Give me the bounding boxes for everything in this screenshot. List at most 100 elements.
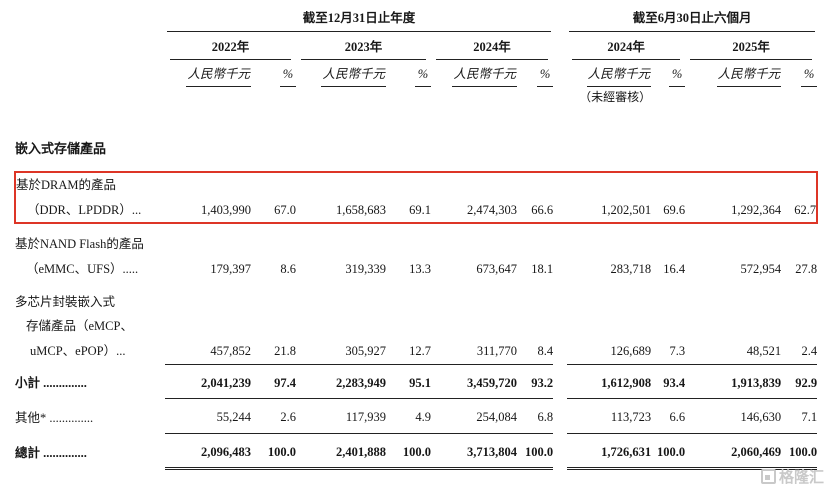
value-cell: 69.1 [386, 197, 431, 225]
value-cell: 100.0 [251, 433, 296, 471]
value-cell: 3,459,720 [431, 363, 517, 400]
value-cell: 21.8 [274, 343, 296, 358]
percent-header: % [280, 60, 296, 87]
row-others: 其他* .............. 55,244 2.6 117,939 4.… [15, 398, 818, 434]
section-title: 嵌入式存儲產品 [15, 140, 107, 156]
value-cell: 254,084 [431, 398, 517, 434]
value-cell: 2,041,239 [165, 363, 251, 400]
value-cell: 7.3 [669, 343, 686, 358]
value-cell: 6.6 [651, 398, 686, 434]
watermark: 格隆汇 [760, 466, 824, 487]
period-title-annual: 截至12月31日止年度 [167, 6, 552, 32]
value-cell: 6.8 [517, 398, 554, 434]
value-cell: 113,723 [567, 398, 652, 434]
value-cell: 1,403,990 [165, 197, 251, 225]
value-cell: 283,718 [610, 262, 652, 276]
year-header-2025-interim: 2025年 [690, 32, 813, 61]
row-label: （DDR、LPDDR）... [14, 197, 165, 225]
section-header-row: 嵌入式存儲產品 [15, 105, 817, 172]
value-cell: 3,713,804 [431, 433, 517, 471]
unit-header: 人民幣千元 [452, 60, 517, 87]
value-cell: 1,292,364 [685, 197, 782, 225]
percent-header: % [415, 60, 431, 87]
row-total: 總計 .............. 2,096,483 100.0 2,401,… [15, 433, 818, 471]
value-cell: 117,939 [296, 398, 386, 434]
percent-header: % [537, 60, 554, 87]
value-cell: 18.1 [531, 262, 554, 276]
value-cell: 1,726,631 [567, 433, 652, 471]
value-cell: 2.4 [801, 343, 818, 358]
value-cell: 8.6 [280, 262, 296, 276]
value-cell: 2,283,949 [296, 363, 386, 400]
row-label: 基於NAND Flash的產品 [15, 237, 144, 252]
value-cell: 1,913,839 [685, 363, 782, 400]
value-cell: 126,689 [610, 343, 652, 358]
value-cell: 100.0 [651, 433, 686, 471]
value-cell: 92.9 [781, 363, 818, 400]
row-dram-values: （DDR、LPDDR）... 1,403,990 67.0 1,658,683 … [14, 197, 819, 225]
value-cell: 457,852 [210, 343, 251, 358]
unit-header-row: 人民幣千元 % 人民幣千元 % 人民幣千元 % 人民幣千元 % 人民幣千元 % [15, 60, 818, 87]
row-label: 多芯片封裝嵌入式 [15, 294, 116, 309]
value-cell: 67.0 [251, 197, 296, 225]
value-cell: 1,612,908 [567, 363, 652, 400]
value-cell: 100.0 [386, 433, 431, 471]
value-cell: 146,630 [685, 398, 782, 434]
value-cell: 311,770 [476, 343, 517, 358]
value-cell: 1,202,501 [567, 197, 652, 225]
value-cell: 2.6 [251, 398, 296, 434]
value-cell: 2,401,888 [296, 433, 386, 471]
value-cell: 93.4 [651, 363, 686, 400]
value-cell: 13.3 [409, 262, 431, 276]
value-cell: 319,339 [345, 262, 386, 276]
percent-header: % [801, 60, 818, 87]
value-cell: 673,647 [476, 262, 517, 276]
row-dram-label: 基於DRAM的產品 [14, 171, 819, 198]
value-cell: 4.9 [386, 398, 431, 434]
value-cell: 16.4 [663, 262, 686, 276]
value-cell: 572,954 [740, 262, 782, 276]
row-label: 存儲產品（eMCP、 [26, 319, 133, 334]
value-cell: 55,244 [165, 398, 251, 434]
unit-header: 人民幣千元 [321, 60, 386, 87]
watermark-text: 格隆汇 [778, 469, 824, 486]
unaudited-note: （未經審核） [579, 89, 652, 104]
value-cell: 8.4 [537, 343, 554, 358]
row-nand-label: 基於NAND Flash的產品 [15, 223, 817, 257]
value-cell: 93.2 [517, 363, 554, 400]
value-cell: 100.0 [517, 433, 554, 471]
row-mcp-label-2: 存儲產品（eMCP、 [15, 314, 817, 339]
row-label: uMCP、ePOP）... [30, 344, 126, 359]
value-cell: 2,060,469 [685, 433, 782, 471]
year-header-2024-interim: 2024年 [572, 32, 681, 61]
value-cell: 69.6 [651, 197, 686, 225]
value-cell: 1,658,683 [296, 197, 386, 225]
value-cell: 62.7 [781, 197, 819, 225]
value-cell: 97.4 [251, 363, 296, 400]
unit-header: 人民幣千元 [186, 60, 251, 87]
value-cell: 100.0 [781, 433, 818, 471]
unit-header: 人民幣千元 [716, 60, 782, 87]
period-header-row: 截至12月31日止年度 截至6月30日止六個月 [15, 6, 817, 32]
unit-header: 人民幣千元 [586, 60, 652, 87]
value-cell: 2,474,303 [431, 197, 517, 225]
value-cell: 305,927 [345, 343, 386, 358]
value-cell: 95.1 [386, 363, 431, 400]
percent-header: % [669, 60, 686, 87]
row-nand-values: （eMMC、UFS）..... 179,397 8.6 319,339 13.3… [15, 257, 817, 282]
year-header-row: 2022年 2023年 2024年 2024年 2025年 [15, 32, 817, 61]
row-subtotal: 小計 .............. 2,041,239 97.4 2,283,9… [15, 363, 818, 400]
year-header-2023: 2023年 [301, 32, 426, 61]
year-header-2024: 2024年 [436, 32, 549, 61]
row-label: （eMMC、UFS）..... [26, 262, 139, 276]
value-cell: 12.7 [409, 343, 431, 358]
value-cell: 27.8 [795, 262, 818, 276]
value-cell: 48,521 [746, 343, 782, 358]
gelonghui-logo-icon [760, 469, 776, 484]
unaudited-note-row: （未經審核） [15, 87, 817, 105]
value-cell: 179,397 [210, 262, 251, 276]
row-label: 基於DRAM的產品 [14, 171, 165, 198]
row-label: 小計 .............. [15, 376, 87, 390]
value-cell: 2,096,483 [165, 433, 251, 471]
